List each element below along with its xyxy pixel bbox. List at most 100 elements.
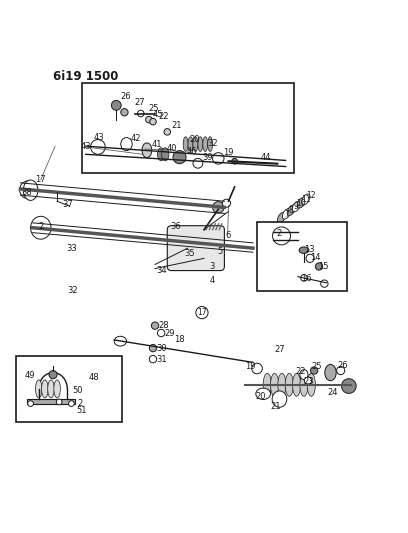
Text: 51: 51: [76, 406, 87, 415]
Text: 46: 46: [186, 147, 197, 156]
Ellipse shape: [162, 148, 169, 161]
Ellipse shape: [48, 380, 54, 398]
FancyBboxPatch shape: [16, 356, 122, 422]
Ellipse shape: [203, 137, 208, 151]
Ellipse shape: [20, 181, 38, 199]
Ellipse shape: [300, 374, 308, 396]
Text: 33: 33: [66, 244, 77, 253]
Text: 11: 11: [301, 195, 311, 204]
Text: 21: 21: [172, 121, 182, 130]
Text: 25: 25: [311, 362, 322, 371]
Text: 19: 19: [223, 148, 234, 157]
Text: 10: 10: [296, 199, 306, 208]
Ellipse shape: [256, 388, 271, 400]
Circle shape: [28, 401, 33, 407]
Text: 5: 5: [217, 247, 222, 256]
Text: 28: 28: [159, 321, 169, 330]
FancyBboxPatch shape: [257, 222, 347, 291]
Text: 26: 26: [337, 361, 348, 370]
Text: 16: 16: [301, 274, 311, 283]
Ellipse shape: [196, 306, 208, 319]
Ellipse shape: [252, 363, 262, 374]
Text: 32: 32: [208, 139, 218, 148]
Text: 17: 17: [197, 308, 207, 317]
Circle shape: [164, 128, 171, 135]
Ellipse shape: [183, 137, 188, 151]
Ellipse shape: [188, 137, 193, 151]
Text: 27: 27: [274, 345, 285, 354]
Text: 6i19 1500: 6i19 1500: [53, 70, 118, 83]
Ellipse shape: [271, 374, 279, 396]
Ellipse shape: [142, 143, 152, 158]
Text: 48: 48: [89, 373, 99, 382]
Ellipse shape: [263, 374, 271, 396]
Circle shape: [146, 116, 152, 123]
Circle shape: [49, 370, 57, 379]
Text: 15: 15: [318, 262, 329, 271]
Text: 8: 8: [289, 206, 294, 215]
Text: 12: 12: [306, 191, 316, 200]
Ellipse shape: [91, 140, 105, 154]
Text: 19: 19: [245, 362, 255, 371]
Ellipse shape: [222, 199, 231, 207]
Text: 2: 2: [77, 399, 82, 408]
Ellipse shape: [208, 137, 213, 151]
Circle shape: [150, 118, 156, 125]
Text: 20: 20: [255, 392, 266, 401]
Text: 22: 22: [158, 112, 169, 121]
Ellipse shape: [310, 367, 318, 374]
Text: 45: 45: [153, 110, 163, 119]
Circle shape: [149, 344, 157, 352]
Circle shape: [315, 263, 323, 270]
Circle shape: [69, 401, 74, 407]
Text: 44: 44: [261, 154, 271, 163]
Ellipse shape: [292, 201, 300, 212]
Circle shape: [321, 280, 328, 287]
Ellipse shape: [42, 380, 48, 398]
Text: 30: 30: [157, 344, 167, 353]
Text: 13: 13: [304, 245, 315, 254]
Text: 40: 40: [167, 144, 177, 153]
Ellipse shape: [193, 137, 198, 151]
Circle shape: [121, 109, 128, 116]
Circle shape: [301, 274, 307, 281]
Text: 27: 27: [134, 98, 145, 107]
Ellipse shape: [173, 151, 186, 164]
Text: 14: 14: [310, 253, 321, 262]
Circle shape: [151, 322, 159, 329]
Circle shape: [137, 110, 144, 117]
Bar: [27, 399, 75, 404]
Text: 35: 35: [184, 249, 195, 258]
Text: 36: 36: [170, 222, 181, 231]
Circle shape: [56, 399, 62, 405]
Ellipse shape: [278, 374, 286, 396]
Ellipse shape: [285, 374, 293, 396]
Text: 41: 41: [151, 140, 162, 149]
Text: 25: 25: [149, 104, 159, 112]
Text: 9: 9: [294, 203, 299, 212]
Text: 21: 21: [270, 401, 281, 410]
Text: 43: 43: [93, 133, 104, 142]
Ellipse shape: [304, 377, 312, 384]
Text: 2: 2: [277, 229, 282, 238]
Ellipse shape: [293, 374, 301, 396]
Circle shape: [111, 100, 121, 110]
Ellipse shape: [31, 216, 51, 239]
Text: 4: 4: [210, 276, 215, 285]
Ellipse shape: [35, 380, 42, 398]
Text: 26: 26: [120, 92, 131, 101]
Text: 37: 37: [62, 199, 73, 208]
Text: 49: 49: [24, 371, 35, 380]
Text: 2: 2: [38, 222, 43, 231]
Text: 6: 6: [225, 231, 231, 240]
Text: 42: 42: [131, 134, 142, 143]
Text: 18: 18: [174, 335, 185, 344]
Ellipse shape: [54, 380, 60, 398]
Ellipse shape: [272, 391, 287, 407]
Ellipse shape: [306, 254, 314, 262]
Ellipse shape: [297, 198, 305, 208]
Text: 39: 39: [203, 153, 213, 162]
Ellipse shape: [213, 201, 224, 213]
Ellipse shape: [337, 367, 345, 375]
Text: 32: 32: [67, 286, 78, 295]
